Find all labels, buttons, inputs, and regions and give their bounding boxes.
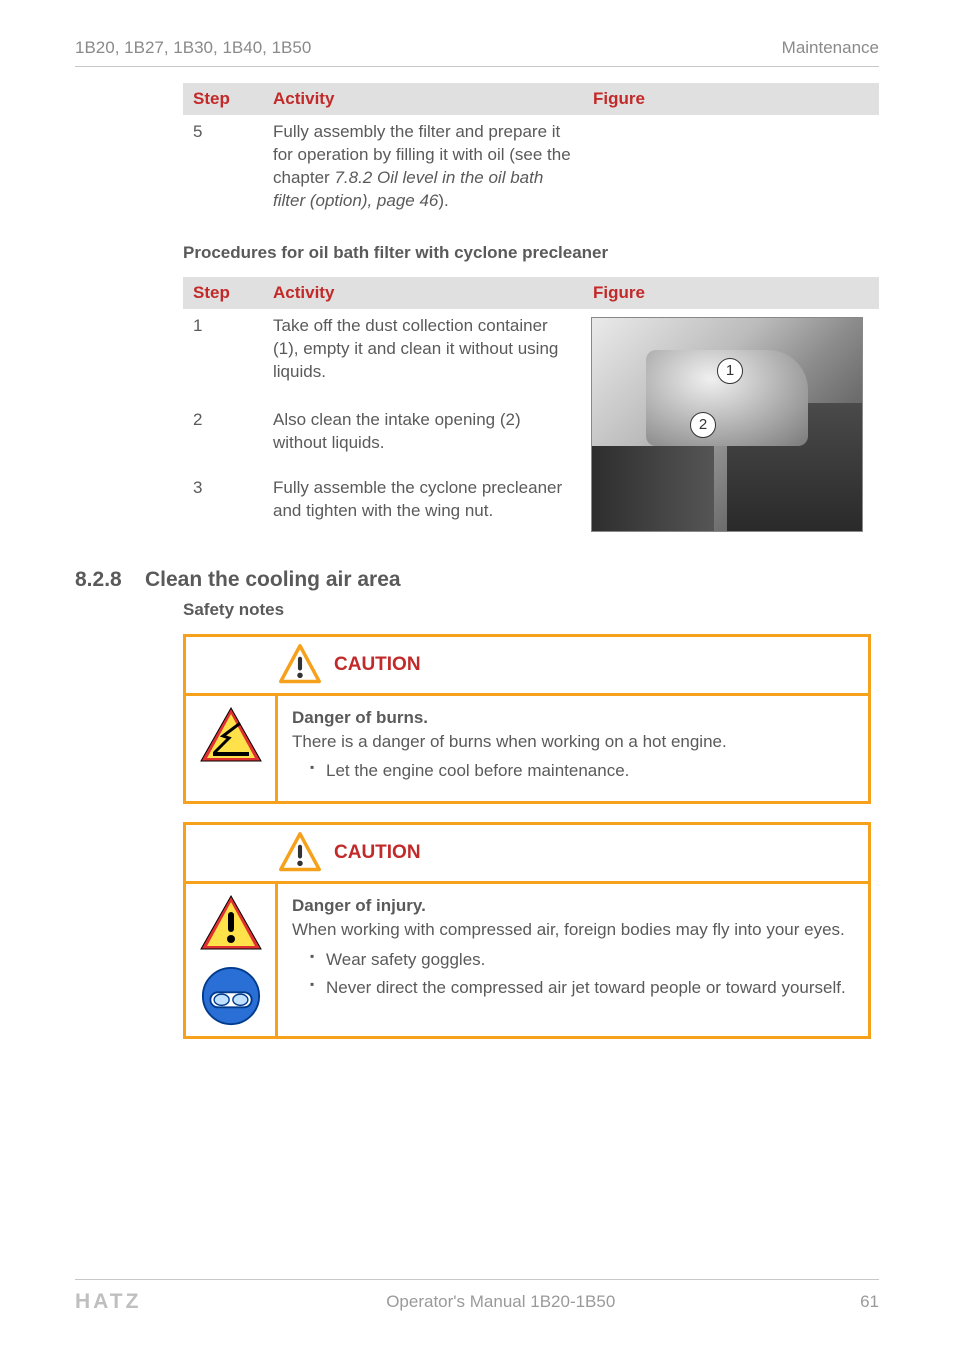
caution-header: CAUTION — [186, 825, 868, 884]
caution-label: CAUTION — [328, 654, 421, 676]
page-footer: HATZ Operator's Manual 1B20-1B50 61 — [75, 1279, 879, 1314]
caution-text: When working with compressed air, foreig… — [292, 920, 845, 939]
step-number: 1 — [183, 309, 263, 403]
col-step-header: Step — [183, 277, 263, 309]
step-number: 5 — [183, 115, 263, 223]
warning-triangle-icon — [278, 643, 322, 687]
col-activity-header: Activity — [263, 83, 583, 115]
footer-page-number: 61 — [860, 1292, 879, 1312]
step-number: 3 — [183, 471, 263, 540]
col-figure-header: Figure — [583, 83, 879, 115]
safety-notes-heading: Safety notes — [183, 600, 879, 620]
hot-surface-icon — [198, 706, 264, 766]
step-activity: Fully assemble the cyclone precleaner an… — [263, 471, 583, 540]
step-figure: 1 2 — [583, 309, 879, 540]
warning-triangle-icon — [278, 831, 322, 875]
page-header: 1B20, 1B27, 1B30, 1B40, 1B50 Maintenance — [75, 38, 879, 67]
activity-post: ). — [438, 191, 448, 210]
caution-title: Danger of burns. — [292, 708, 428, 727]
table-row: 5 Fully assembly the filter and prepare … — [183, 115, 879, 223]
cyclone-precleaner-figure: 1 2 — [591, 317, 863, 532]
callout-1: 1 — [717, 358, 743, 384]
step-number: 2 — [183, 403, 263, 472]
step-activity: Fully assembly the filter and prepare it… — [263, 115, 583, 223]
steps-table-1: Step Activity Figure 5 Fully assembly th… — [183, 83, 879, 223]
caution-bullet: Let the engine cool before maintenance. — [310, 759, 854, 783]
step-activity: Take off the dust collection container (… — [263, 309, 583, 403]
header-right: Maintenance — [782, 38, 879, 58]
caution-bullet-list: Let the engine cool before maintenance. — [292, 759, 854, 783]
caution-text: There is a danger of burns when working … — [292, 732, 727, 751]
col-activity-header: Activity — [263, 277, 583, 309]
footer-brand: HATZ — [75, 1290, 141, 1314]
table-row: 1 Take off the dust collection container… — [183, 309, 879, 403]
steps-table-2: Step Activity Figure 1 Take off the dust… — [183, 277, 879, 540]
caution-header: CAUTION — [186, 637, 868, 696]
caution-bullet: Wear safety goggles. — [310, 948, 854, 972]
section-title: Clean the cooling air area — [145, 568, 401, 592]
caution-bullet-list: Wear safety goggles. Never direct the co… — [292, 948, 854, 1000]
procedures-subheading: Procedures for oil bath filter with cycl… — [183, 243, 879, 263]
step-figure — [583, 115, 879, 223]
callout-2: 2 — [690, 412, 716, 438]
general-warning-icon — [198, 894, 264, 954]
col-step-header: Step — [183, 83, 263, 115]
caution-title: Danger of injury. — [292, 896, 426, 915]
caution-bullet: Never direct the compressed air jet towa… — [310, 976, 854, 1000]
footer-title: Operator's Manual 1B20-1B50 — [386, 1292, 615, 1312]
section-heading: 8.2.8 Clean the cooling air area — [75, 568, 879, 592]
section-number: 8.2.8 — [75, 568, 145, 592]
header-left: 1B20, 1B27, 1B30, 1B40, 1B50 — [75, 38, 311, 58]
caution-box-burns: CAUTION Danger of burns. There is a dang… — [183, 634, 871, 804]
step-activity: Also clean the intake opening (2) withou… — [263, 403, 583, 472]
col-figure-header: Figure — [583, 277, 879, 309]
caution-box-injury: CAUTION Danger of injury. Whe — [183, 822, 871, 1039]
caution-label: CAUTION — [328, 842, 421, 864]
safety-goggles-icon — [198, 966, 264, 1026]
